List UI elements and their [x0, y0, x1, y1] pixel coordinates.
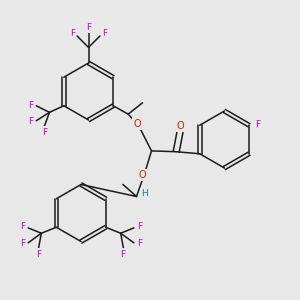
Text: F: F: [86, 22, 91, 32]
Text: O: O: [177, 121, 184, 131]
Text: F: F: [36, 250, 41, 259]
Text: O: O: [133, 118, 141, 128]
Text: F: F: [137, 223, 142, 232]
Text: F: F: [20, 239, 25, 248]
Text: F: F: [28, 117, 33, 126]
Text: O: O: [139, 170, 146, 180]
Text: F: F: [70, 29, 75, 38]
Text: F: F: [121, 250, 126, 259]
Text: H: H: [142, 189, 148, 198]
Text: F: F: [255, 120, 260, 129]
Text: F: F: [137, 239, 142, 248]
Text: F: F: [102, 29, 107, 38]
Text: F: F: [20, 223, 25, 232]
Text: F: F: [42, 128, 47, 137]
Text: F: F: [28, 101, 33, 110]
